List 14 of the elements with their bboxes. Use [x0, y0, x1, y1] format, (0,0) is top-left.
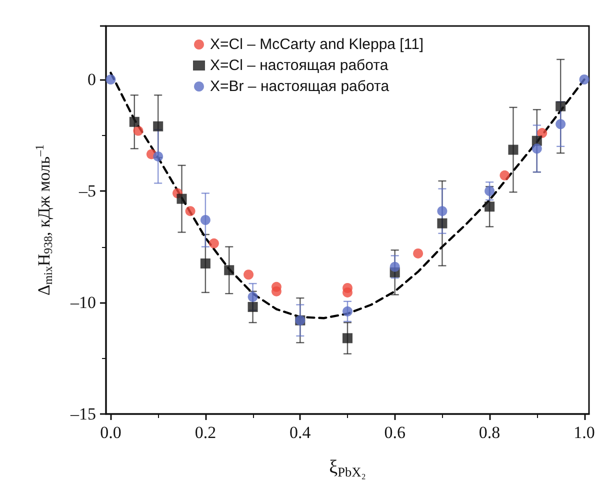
y-tick-label: –5	[78, 182, 96, 201]
x-tick-label: 0.6	[384, 423, 406, 442]
legend-label: X=Cl – McCarty and Kleppa [11]	[210, 36, 424, 53]
x-tick-label: 0.2	[194, 423, 216, 442]
y-tick-label: –10	[70, 293, 96, 312]
x-tick-label: 1.0	[574, 423, 595, 442]
y-tick-label: –15	[70, 404, 96, 424]
y-axis-title: ΔmixH938, кДж моль–1	[32, 144, 55, 296]
x-tick-label: 0.8	[478, 423, 500, 442]
legend-label: X=Br – настоящая работа	[210, 78, 390, 95]
x-tick-label: 0.0	[100, 423, 122, 442]
x-tick-label: 0.4	[290, 423, 312, 442]
y-tick-label: 0	[88, 70, 96, 90]
legend-label: X=Cl – настоящая работа	[210, 57, 389, 74]
